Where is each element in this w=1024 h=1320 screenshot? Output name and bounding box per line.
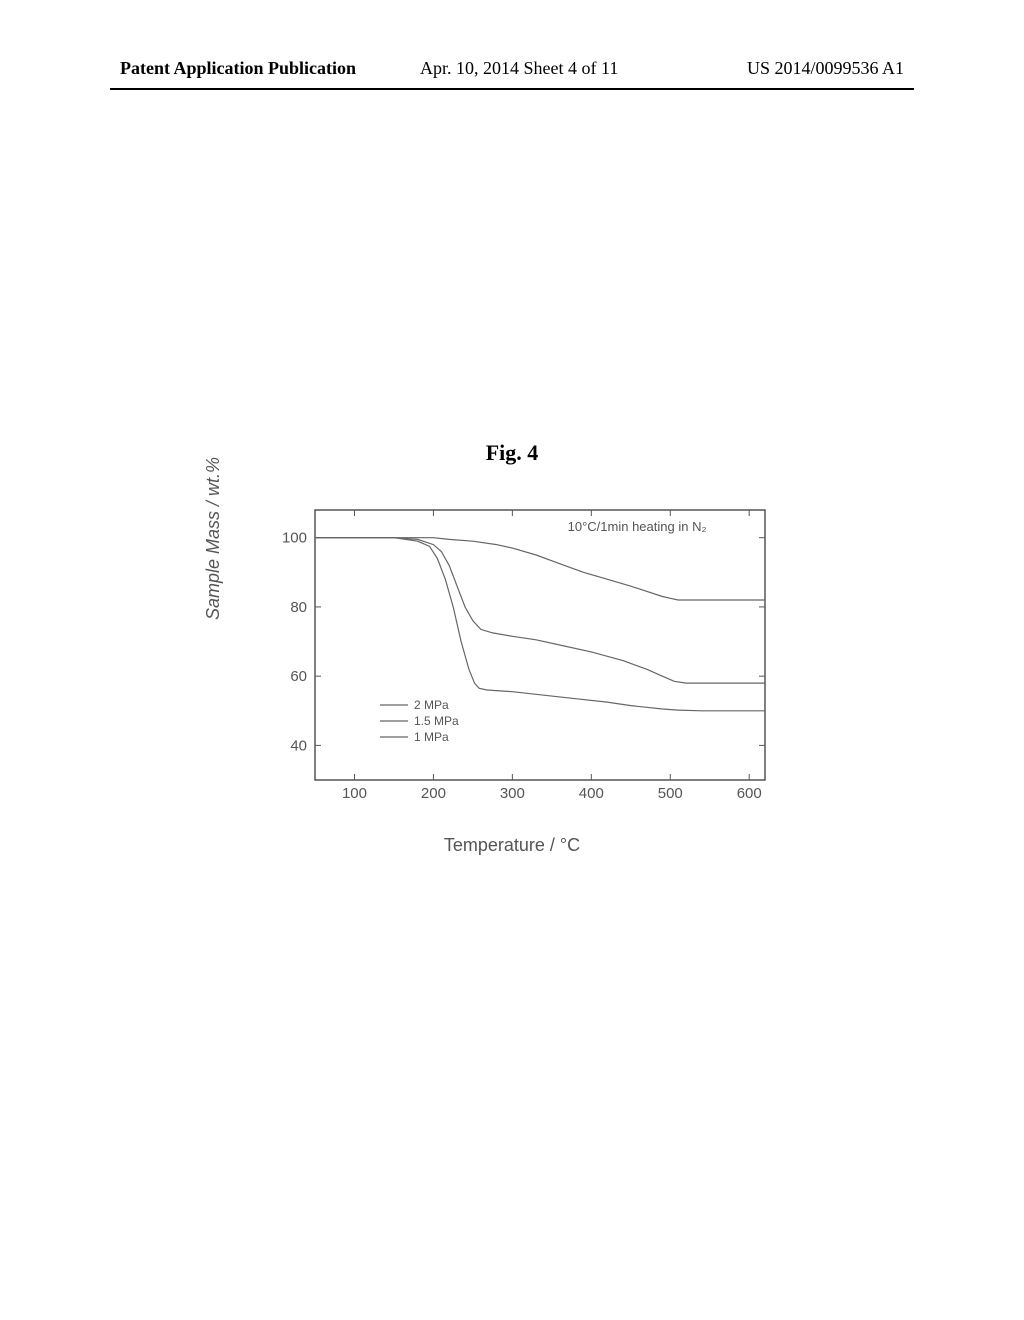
- header-right-text: US 2014/0099536 A1: [747, 58, 904, 79]
- svg-text:100: 100: [342, 785, 367, 802]
- chart-svg: 100 200 300 400 500 600 40 60 80 100 10°C/1min hea…: [245, 500, 779, 822]
- svg-text:60: 60: [290, 668, 307, 685]
- chart-xlabel: Temperature / °C: [245, 835, 779, 856]
- page-header: Patent Application Publication Apr. 10, …: [0, 58, 1024, 88]
- svg-text:200: 200: [421, 785, 446, 802]
- svg-text:80: 80: [290, 599, 307, 616]
- chart-ylabel: Sample Mass / wt.%: [203, 457, 224, 620]
- svg-text:300: 300: [500, 785, 525, 802]
- svg-text:1.5 MPa: 1.5 MPa: [414, 714, 459, 728]
- svg-text:40: 40: [290, 737, 307, 754]
- svg-text:500: 500: [658, 785, 683, 802]
- header-rule: [110, 88, 914, 90]
- tga-chart: Sample Mass / wt.% 100200300400500600406…: [245, 500, 779, 822]
- svg-text:600: 600: [737, 785, 762, 802]
- svg-text:2 MPa: 2 MPa: [414, 698, 449, 712]
- header-left-text: Patent Application Publication: [120, 58, 356, 79]
- svg-text:400: 400: [579, 785, 604, 802]
- figure-caption: Fig. 4: [0, 440, 1024, 466]
- svg-text:10°C/1min heating in N₂: 10°C/1min heating in N₂: [568, 519, 707, 534]
- svg-text:1 MPa: 1 MPa: [414, 730, 449, 744]
- svg-text:100: 100: [282, 530, 307, 547]
- header-center-text: Apr. 10, 2014 Sheet 4 of 11: [420, 58, 618, 79]
